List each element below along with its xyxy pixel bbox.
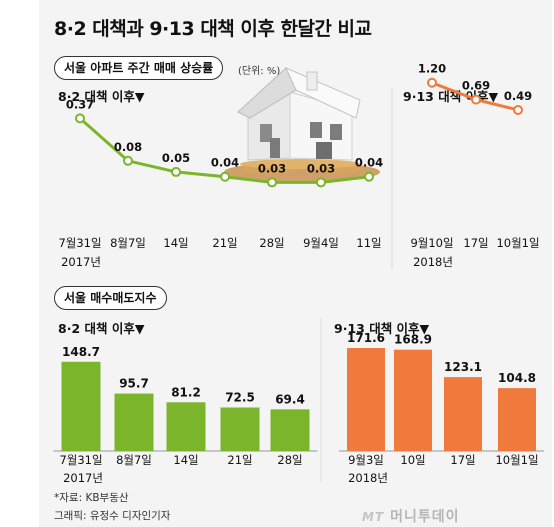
line-point	[171, 166, 181, 177]
data-label: 0.04	[355, 156, 383, 170]
page-title: 8·2 대책과 9·13 대책 이후 한달간 비교	[54, 18, 372, 40]
unit-label: (단위: %)	[238, 66, 281, 77]
x-tick-label: 8월7일	[116, 453, 152, 467]
x-tick-label: 7월31일	[59, 453, 102, 467]
x-tick-label: 9월3일	[348, 453, 384, 467]
bar	[444, 377, 482, 451]
data-label: 0.49	[504, 89, 532, 103]
line-point	[220, 171, 230, 182]
data-label: 95.7	[119, 377, 149, 391]
data-label: 72.5	[225, 391, 255, 405]
data-label: 171.6	[347, 331, 385, 345]
bar-series-label-1: 8·2 대책 이후▼	[58, 321, 145, 336]
line-point	[267, 177, 277, 188]
data-label: 81.2	[171, 385, 201, 399]
line-point	[316, 177, 326, 188]
year-label: 2017년	[61, 255, 101, 269]
data-label: 104.8	[498, 371, 536, 385]
x-tick-label: 28일	[277, 453, 302, 467]
bar	[270, 409, 310, 451]
bar	[166, 402, 206, 451]
line-point	[123, 155, 133, 166]
x-tick-label: 7월31일	[58, 236, 101, 250]
bar	[61, 361, 101, 451]
brand-name: 머니투데이	[390, 509, 460, 525]
x-tick-label: 8월7일	[110, 236, 146, 250]
data-label: 0.37	[66, 97, 94, 111]
bar	[220, 407, 260, 451]
x-tick-label: 10월1일	[496, 236, 539, 250]
year-label: 2018년	[348, 471, 388, 485]
x-tick-label: 17일	[463, 236, 488, 250]
line-point	[471, 94, 481, 105]
data-label: 69.4	[275, 392, 305, 406]
bar	[347, 348, 385, 451]
brand-mark: MT	[362, 510, 385, 524]
brand-logo: MT 머니투데이	[362, 506, 460, 526]
data-label: 148.7	[62, 345, 100, 359]
data-label: 0.03	[307, 161, 335, 175]
data-label: 1.20	[418, 62, 446, 76]
x-tick-label: 9월4일	[303, 236, 339, 250]
x-tick-label: 10일	[400, 453, 425, 467]
x-tick-label: 11일	[356, 236, 381, 250]
bar	[114, 393, 154, 451]
bar	[394, 349, 432, 451]
bar-series-label-2: 9·13 대책 이후▼	[334, 321, 430, 336]
source-note: *자료: KB부동산	[54, 492, 129, 504]
data-label: 0.03	[258, 161, 286, 175]
top-section-label: 서울 아파트 주간 매매 상승률	[54, 56, 224, 80]
x-tick-label: 21일	[212, 236, 237, 250]
data-label: 0.08	[114, 140, 142, 154]
x-tick-label: 10월1일	[495, 453, 538, 467]
x-tick-label: 28일	[259, 236, 284, 250]
year-label: 2018년	[413, 255, 453, 269]
data-label: 168.9	[394, 333, 432, 347]
year-label: 2017년	[63, 471, 103, 485]
x-tick-label: 17일	[450, 453, 475, 467]
data-label: 0.04	[211, 156, 239, 170]
house-icon	[224, 67, 380, 182]
x-tick-label: 21일	[227, 453, 252, 467]
data-label: 123.1	[444, 360, 482, 374]
line-point	[75, 113, 85, 124]
credit-note: 그래픽: 유정수 디자인기자	[54, 510, 171, 522]
x-tick-label: 9월10일	[410, 236, 453, 250]
x-tick-label: 14일	[163, 236, 188, 250]
line-point	[513, 104, 523, 115]
line-point	[427, 77, 437, 88]
x-tick-label: 14일	[173, 453, 198, 467]
data-label: 0.69	[462, 79, 490, 93]
data-label: 0.05	[162, 151, 190, 165]
bar	[498, 388, 536, 451]
line-point	[364, 171, 374, 182]
line-series-label-1: 8·2 대책 이후▼	[58, 89, 145, 104]
bottom-section-label: 서울 매수매도지수	[54, 286, 167, 310]
